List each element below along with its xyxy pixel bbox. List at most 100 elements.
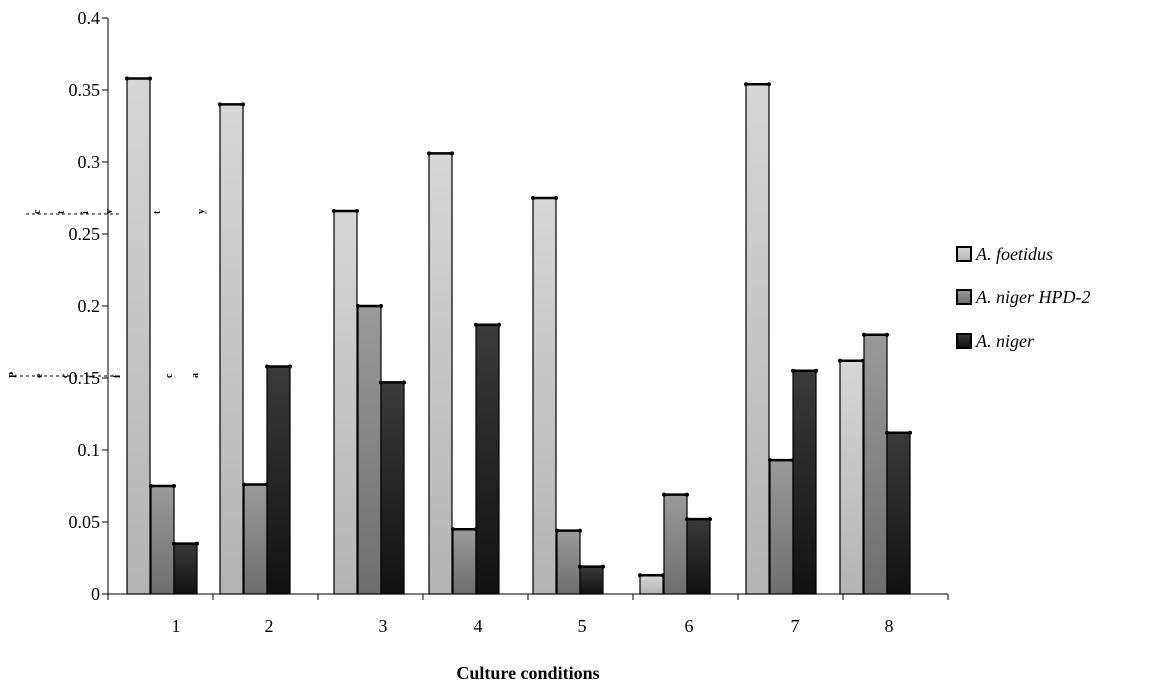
x-tick-label: 4 [474,616,483,636]
bar-cap-dot [791,368,795,373]
y-tick-label: 0.4 [78,8,101,28]
y-tick-label: 0.05 [69,512,101,532]
bar-a-niger-hpd-2-4 [452,528,477,595]
y-label-glyph: c [60,373,71,378]
bar-cap-dot [379,304,383,308]
bar-a-niger-7 [792,370,817,595]
bar-cap-dot [218,102,222,107]
y-tick-label: 0.2 [78,296,101,316]
legend-label: A. niger [975,331,1035,351]
bar-a-niger-hpd-2-8 [863,334,888,595]
bar-cap-dot [685,492,689,497]
bar-a-foetidus-3 [333,210,358,595]
bar-cap-dot [838,358,842,363]
y-label-glyph: i [86,375,97,378]
bar-a-foetidus-5 [532,197,557,595]
bar-cap-dot [242,482,246,487]
bar-cap-dot [578,528,582,533]
legend-swatch [956,289,972,305]
x-tick-label: 7 [791,616,800,636]
x-tick-label: 3 [379,616,388,636]
bar-cap-dot [195,541,199,546]
bar-a-niger-6 [686,518,711,595]
y-label-glyph: i [80,211,91,214]
bars-group [125,76,912,595]
bar-cap-dot [814,368,818,373]
legend: A. foetidus A. niger HPD-2 A. niger [956,244,1090,351]
bar-cap-dot [149,484,153,488]
x-axis-title: Culture conditions [456,663,599,683]
legend-swatch [956,333,972,349]
bar-cap-dot [531,196,535,200]
y-label-glyph: v [104,209,115,214]
legend-swatch [956,246,972,262]
bar-cap-dot [379,380,383,385]
bar-cap-dot [474,322,478,327]
bar-cap-dot [450,151,454,156]
bar-cap-dot [708,517,712,522]
x-tick-label: 5 [578,616,587,636]
bar-cap-dot [355,208,359,213]
x-tick-label: 8 [885,616,894,636]
bar-cap-dot [125,76,129,81]
bar-a-niger-hpd-2-2 [243,483,268,595]
y-tick-label: 0 [91,584,100,604]
bar-a-foetidus-6 [639,574,664,595]
y-ticks-group: 0 0.05 0.1 0.15 0.2 0.25 0.3 0.35 0.4 [69,8,108,604]
legend-label: A. niger HPD-2 [975,287,1090,307]
y-tick-label: 0.25 [69,224,101,244]
bar-a-niger-1 [173,542,198,595]
bar-a-niger-hpd-2-7 [769,459,794,595]
bar-a-foetidus-4 [428,152,453,595]
bar-a-foetidus-8 [839,360,864,595]
bar-cap-dot [241,102,245,107]
bar-cap-dot [356,304,360,308]
bar-a-niger-hpd-2-3 [357,305,382,595]
bar-a-niger-hpd-2-6 [663,494,688,595]
bar-cap-dot [402,380,406,385]
bar-a-niger-hpd-2-5 [556,530,581,595]
x-tick-label: 1 [172,616,181,636]
y-label-glyph: y [196,209,207,214]
bar-a-foetidus-7 [745,83,770,595]
bar-cap-dot [554,196,558,200]
bar-cap-dot [172,484,176,488]
bar-a-niger-4 [475,324,500,595]
bar-cap-dot [908,430,912,435]
bar-a-niger-8 [886,432,911,595]
bar-cap-dot [172,541,176,546]
y-tick-label: 0.3 [78,152,101,172]
y-axis-label: Pecificactivity [8,209,207,378]
bar-cap-dot [685,517,689,522]
bar-cap-dot [767,82,771,87]
y-label-glyph: c [32,209,43,214]
bar-cap-dot [578,564,582,569]
y-label-glyph: c [164,373,175,378]
bar-cap-dot [148,76,152,81]
y-label-glyph: P [8,372,19,378]
bar-cap-dot [662,492,666,497]
bar-a-foetidus-1 [126,77,151,595]
y-tick-label: 0.35 [69,80,101,100]
y-label-glyph: t [152,210,163,214]
bar-cap-dot [885,332,889,337]
bar-a-niger-3 [380,381,405,595]
x-tick-label: 6 [685,616,694,636]
bar-cap-dot [885,430,889,435]
y-label-glyph: t [56,210,67,214]
bar-cap-dot [265,364,269,369]
bar-a-foetidus-2 [219,103,244,595]
x-tick-label: 2 [265,616,274,636]
y-tick-label: 0.1 [78,440,101,460]
x-ticks-group: 1 2 3 4 5 6 7 8 [107,594,949,636]
bar-cap-dot [768,458,772,463]
bar-cap-dot [497,322,501,327]
bar-cap-dot [332,208,336,213]
bar-cap-dot [744,82,748,87]
bar-cap-dot [451,527,455,532]
bar-cap-dot [427,151,431,156]
bar-cap-dot [288,364,292,369]
bar-cap-dot [862,332,866,337]
bar-cap-dot [638,573,642,578]
